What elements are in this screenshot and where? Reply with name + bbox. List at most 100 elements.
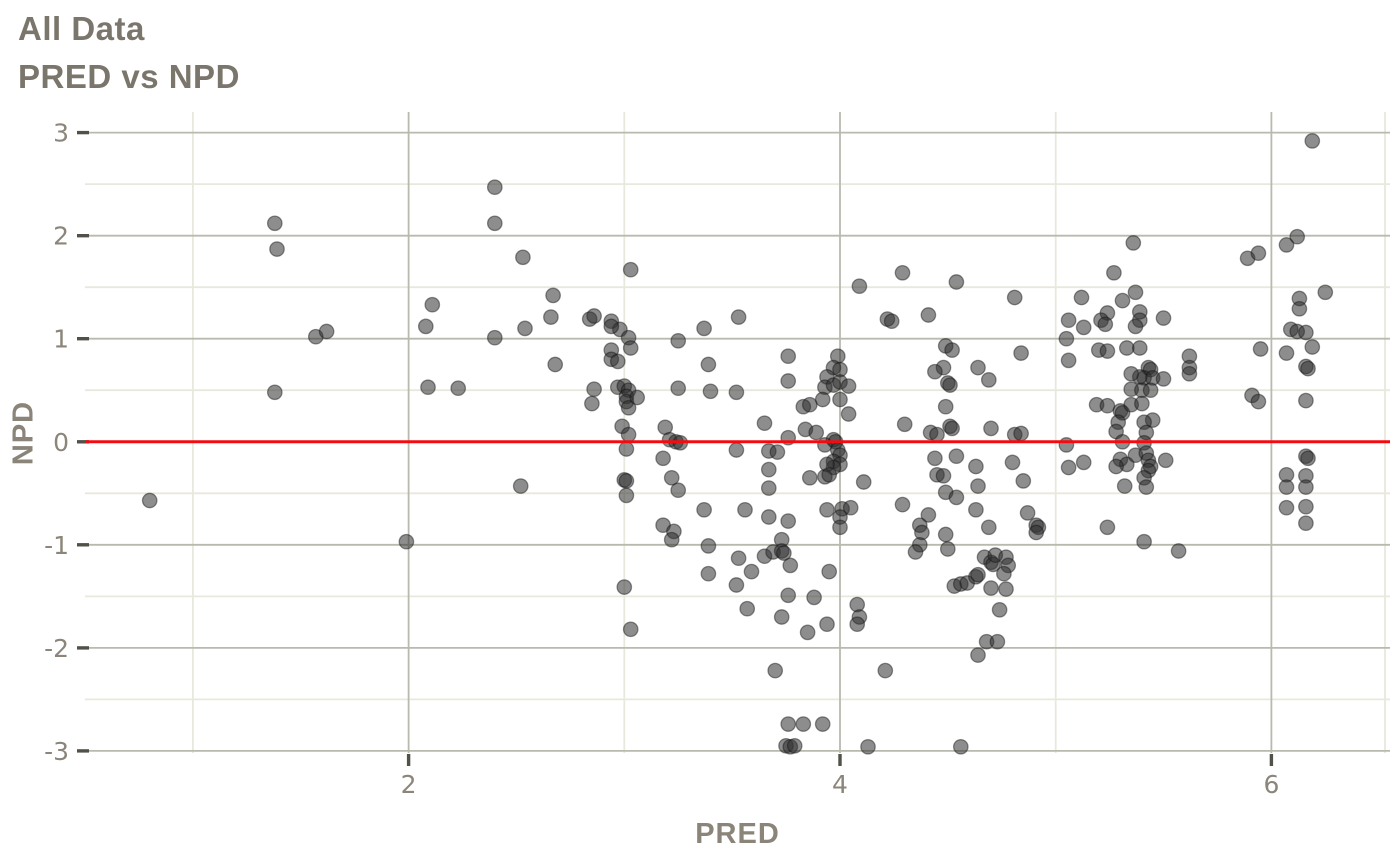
data-point — [743, 563, 760, 580]
data-point — [696, 501, 712, 518]
data-point — [801, 469, 818, 486]
data-point — [773, 609, 790, 625]
data-point — [937, 526, 954, 543]
data-point — [1075, 319, 1092, 336]
data-point — [700, 538, 717, 554]
data-point — [767, 662, 784, 679]
y-tick-label: 1 — [53, 325, 69, 354]
data-point — [1298, 498, 1314, 515]
data-point — [1136, 533, 1152, 550]
data-point — [821, 563, 838, 580]
data-point — [700, 565, 717, 582]
data-point — [702, 383, 719, 400]
data-point — [1300, 450, 1316, 467]
data-point — [1298, 515, 1314, 532]
data-point — [1106, 264, 1122, 281]
data-point — [1142, 382, 1159, 399]
data-point — [1155, 310, 1172, 326]
data-point — [939, 541, 956, 557]
data-point — [141, 492, 158, 509]
data-point — [780, 373, 797, 389]
data-point — [1170, 543, 1187, 559]
data-points — [141, 133, 1334, 755]
data-point — [970, 566, 986, 583]
data-point — [618, 441, 635, 457]
data-point — [1058, 437, 1075, 453]
data-point — [1004, 454, 1021, 471]
data-point — [948, 274, 965, 290]
data-point — [266, 215, 283, 232]
data-point — [1108, 458, 1124, 475]
data-point — [795, 716, 812, 732]
data-point — [622, 340, 639, 356]
data-point — [1138, 479, 1155, 495]
data-point — [935, 467, 952, 484]
data-point — [983, 580, 999, 596]
data-point — [894, 264, 911, 281]
data-point — [616, 579, 633, 595]
data-point — [998, 581, 1014, 597]
data-point — [269, 241, 285, 257]
data-point — [670, 332, 687, 349]
data-point — [1060, 459, 1077, 476]
data-point — [737, 501, 753, 518]
data-point — [486, 215, 503, 232]
data-point — [1278, 499, 1295, 516]
data-point — [780, 587, 797, 604]
data-point — [739, 600, 756, 617]
data-point — [780, 348, 797, 365]
x-tick-label: 4 — [832, 770, 848, 799]
data-point — [907, 544, 924, 560]
data-point — [782, 557, 799, 574]
data-point — [1155, 371, 1172, 387]
data-point — [543, 309, 559, 325]
data-point — [603, 318, 620, 335]
plot-subtitle: PRED vs NPD — [18, 58, 240, 95]
data-point — [517, 320, 533, 337]
data-point — [420, 379, 436, 396]
y-axis-tick-labels: 3 2 1 0 -1 -2 -3 — [44, 119, 69, 766]
data-point — [799, 624, 816, 641]
x-axis-title: PRED — [695, 818, 780, 850]
data-point — [670, 380, 687, 397]
data-point — [618, 473, 635, 489]
data-point — [944, 420, 960, 437]
data-point — [1181, 365, 1198, 382]
data-point — [584, 395, 600, 412]
data-point — [819, 501, 835, 518]
y-tick-label: -1 — [44, 531, 69, 560]
data-point — [1099, 519, 1116, 536]
data-point — [952, 738, 969, 755]
data-point — [512, 478, 529, 494]
y-tick-label: 0 — [53, 428, 69, 457]
data-point — [1278, 479, 1295, 495]
data-point — [983, 420, 999, 437]
data-point — [318, 323, 335, 340]
data-point — [920, 507, 937, 523]
data-point — [1118, 340, 1135, 356]
data-point — [970, 478, 986, 494]
data-point — [1131, 340, 1148, 356]
data-point — [968, 458, 984, 475]
data-point — [730, 309, 747, 325]
data-point — [1127, 284, 1144, 301]
data-point — [920, 307, 937, 323]
data-point — [1300, 360, 1316, 377]
data-point — [1304, 339, 1321, 355]
data-point — [1019, 505, 1036, 521]
data-point — [1250, 245, 1267, 262]
data-point — [1099, 343, 1116, 359]
data-point — [929, 426, 945, 443]
data-point — [944, 342, 960, 358]
data-point — [980, 519, 997, 536]
data-point — [877, 662, 894, 679]
data-point — [486, 329, 503, 346]
data-point — [855, 474, 872, 490]
data-point — [1075, 454, 1092, 471]
data-point — [819, 616, 835, 633]
data-point — [780, 716, 797, 732]
data-point — [1278, 237, 1295, 253]
data-point — [1123, 365, 1140, 382]
